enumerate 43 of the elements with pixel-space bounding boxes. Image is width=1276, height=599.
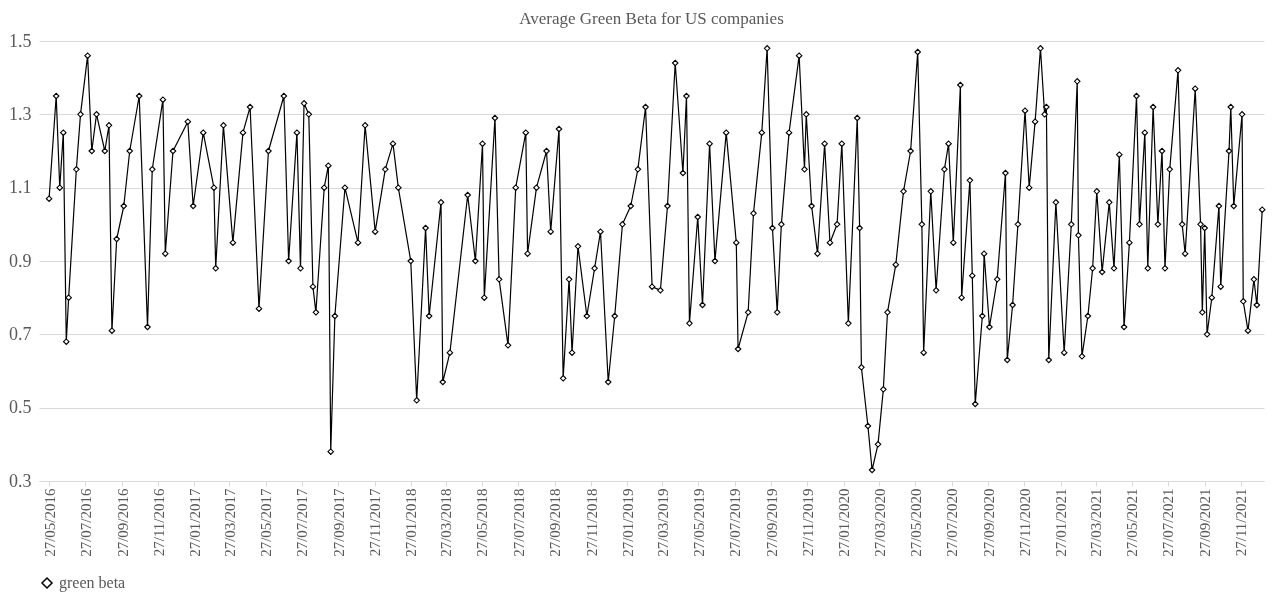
x-tick-label: 27/07/2016: [77, 488, 94, 557]
y-tick-label: 0.3: [9, 470, 32, 491]
x-tick-label: 27/03/2018: [438, 488, 455, 557]
x-tick-label: 27/01/2021: [1053, 488, 1070, 557]
x-tick-label: 27/05/2019: [690, 488, 707, 557]
x-tick-label: 27/05/2016: [41, 488, 58, 557]
x-tick-label: 27/01/2019: [619, 488, 636, 557]
x-tick-label: 27/05/2021: [1124, 488, 1141, 557]
x-tick-label: 27/01/2020: [836, 488, 853, 557]
chart-title: Average Green Beta for US companies: [519, 9, 784, 28]
x-tick-label: 27/09/2020: [980, 488, 997, 557]
x-tick-label: 27/03/2021: [1088, 488, 1105, 557]
y-tick-label: 0.5: [9, 397, 32, 418]
x-tick-label: 27/09/2018: [547, 488, 564, 557]
y-tick-label: 1.3: [9, 103, 32, 124]
x-tick-label: 27/11/2016: [150, 488, 167, 557]
legend-label: green beta: [59, 574, 126, 592]
y-tick-label: 0.9: [9, 250, 32, 271]
x-tick-label: 27/05/2020: [907, 488, 924, 557]
x-tick-label: 27/09/2021: [1197, 488, 1214, 557]
y-tick-label: 1.1: [9, 177, 32, 198]
x-tick-label: 27/11/2019: [799, 488, 816, 557]
x-tick-label: 27/01/2018: [403, 488, 420, 557]
x-tick-label: 27/03/2017: [221, 488, 238, 557]
x-tick-label: 27/11/2021: [1233, 488, 1250, 557]
x-tick-label: 27/11/2017: [367, 488, 384, 557]
x-tick-label: 27/07/2020: [944, 488, 961, 557]
x-tick-label: 27/05/2017: [258, 488, 274, 557]
x-tick-label: 27/07/2021: [1160, 488, 1177, 557]
x-tick-label: 27/03/2019: [654, 488, 671, 557]
x-tick-label: 27/11/2018: [583, 488, 600, 557]
x-tick-label: 27/11/2020: [1016, 488, 1033, 557]
x-tick-label: 27/05/2018: [474, 488, 491, 557]
x-tick-label: 27/07/2019: [727, 488, 744, 557]
x-tick-label: 27/01/2017: [186, 488, 203, 557]
x-tick-label: 27/07/2018: [510, 488, 527, 557]
y-tick-label: 1.5: [9, 30, 32, 51]
x-tick-label: 27/09/2019: [763, 488, 780, 557]
x-tick-label: 27/03/2020: [871, 488, 888, 557]
x-tick-label: 27/07/2017: [294, 488, 311, 557]
x-tick-label: 27/09/2017: [330, 488, 347, 557]
x-tick-label: 27/09/2016: [114, 488, 131, 557]
y-tick-label: 0.7: [9, 323, 32, 344]
